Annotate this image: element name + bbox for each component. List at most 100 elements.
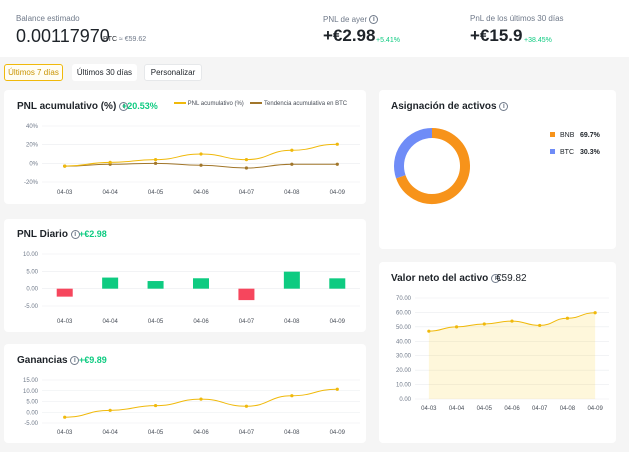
tab-30-days[interactable]: Últimos 30 días	[72, 64, 137, 81]
net-value-series-point	[593, 311, 597, 315]
pnl-cumulative-title-row: PNL acumulativo (%) i	[17, 101, 129, 112]
net-value-value: €59.82	[496, 273, 527, 284]
net-value-title-row: Valor neto del activo i	[391, 273, 501, 284]
net-value-series-point	[538, 323, 542, 328]
net-value-series-point	[565, 316, 570, 320]
info-icon[interactable]: i	[70, 355, 80, 365]
x-tick-label: 04-08	[284, 190, 300, 196]
y-tick-label: 5.00	[26, 269, 38, 275]
legend-label-pnl[interactable]: PNL acumulativo (%)	[187, 101, 244, 107]
info-icon[interactable]: i	[70, 229, 80, 239]
x-tick-label: 04-07	[532, 406, 548, 412]
y-tick-label: 10.00	[23, 389, 39, 395]
pnl-series-point	[199, 152, 203, 156]
x-tick-label: 04-04	[102, 319, 118, 325]
allocation-donut-chart	[394, 128, 470, 204]
allocation-card: Asignación de activos i BNB 69.7% BTC 30…	[379, 90, 616, 249]
y-tick-label: -20%	[24, 180, 39, 186]
allocation-name: BTC	[560, 149, 574, 156]
net-value-series-point	[454, 325, 459, 329]
x-tick-label: 04-07	[239, 319, 255, 325]
x-tick-label: 04-06	[193, 319, 209, 325]
y-tick-label: 10.00	[396, 383, 412, 389]
y-tick-label: -5.00	[24, 304, 38, 310]
allocation-name: BNB	[560, 132, 575, 139]
legend-swatch-bnb	[550, 132, 555, 137]
pnl-30-value: +€15.9	[470, 26, 523, 45]
y-tick-label: 40.00	[396, 339, 412, 345]
gains-card: Ganancias i +€9.89 15.00 10.00 5.00 0.00 -5.…	[4, 344, 366, 443]
pnl-daily-title: PNL Diario	[17, 229, 68, 240]
pnl-cumulative-card: PNL acumulativo (%) i +20.53% PNL acumul…	[4, 90, 366, 204]
trend-series-point	[199, 163, 203, 167]
pnl-series-point	[153, 158, 158, 162]
x-tick-label: 04-03	[421, 406, 437, 412]
y-tick-label: 10.00	[23, 252, 39, 258]
daily-pnl-bar	[102, 277, 119, 289]
gains-series-point	[63, 415, 67, 419]
x-tick-label: 04-07	[239, 430, 255, 436]
gains-value: +€9.89	[79, 355, 107, 365]
pnl-series-point	[63, 164, 67, 168]
gains-title-row: Ganancias i	[17, 355, 80, 366]
net-value-series-point	[482, 322, 486, 326]
pnl-yesterday-label: PNL de ayer	[323, 15, 368, 24]
allocation-title-row: Asignación de activos i	[391, 101, 509, 112]
x-tick-label: 04-04	[102, 430, 118, 436]
pnl-yesterday-value: +€2.98	[323, 26, 376, 45]
pnl-cumulative-title: PNL acumulativo (%)	[17, 101, 117, 112]
y-tick-label: 50.00	[396, 325, 412, 331]
pnl-cumulative-legend: PNL acumulativo (%) Tendencia acumulativ…	[174, 101, 347, 107]
tab-7-days[interactable]: Últimos 7 días	[4, 64, 63, 81]
balance-label: Balance estimado	[16, 14, 80, 23]
info-icon[interactable]: i	[499, 101, 509, 111]
donut-slice-bnb	[396, 128, 470, 204]
balance-value: 0.00117970	[16, 26, 110, 46]
net-value-series-point	[510, 319, 514, 323]
gains-series-point	[153, 403, 158, 408]
tab-custom[interactable]: Personalizar	[144, 64, 202, 81]
pnl-cumulative-chart: 40% 20% 0% -20% 04-03 04-04 04-05 04-06 04-07 04-…	[24, 124, 360, 196]
x-tick-label: 04-06	[504, 406, 520, 412]
pnl-yesterday-label-row: PNL de ayer i	[323, 15, 379, 25]
gains-series-point	[335, 387, 339, 391]
allocation-legend-item[interactable]: BNB 69.7%	[550, 127, 600, 144]
pnl-series-point	[290, 148, 294, 152]
y-tick-label: -5.00	[24, 421, 38, 427]
daily-pnl-bar	[329, 278, 346, 289]
y-tick-label: 5.00	[26, 400, 38, 406]
info-icon[interactable]: i	[119, 101, 129, 111]
x-tick-label: 04-06	[193, 190, 209, 196]
daily-pnl-bar	[193, 278, 209, 289]
pnl-series-point	[108, 160, 112, 164]
allocation-pct: 30.3%	[580, 149, 600, 156]
legend-label-trend[interactable]: Tendencia acumulativa en BTC	[264, 101, 348, 107]
y-tick-label: 0.00	[26, 410, 38, 416]
balance-approx: ≈ €59.62	[118, 36, 147, 43]
legend-swatch-btc	[550, 149, 555, 154]
legend-swatch-trend	[250, 102, 263, 105]
info-icon[interactable]: i	[369, 15, 379, 25]
pnl-series-point	[244, 158, 249, 162]
x-tick-label: 04-05	[477, 406, 493, 412]
balance-unit: BTC	[103, 36, 117, 43]
daily-pnl-bar	[238, 288, 255, 301]
info-icon[interactable]: i	[491, 273, 501, 283]
pnl-daily-card: PNL Diario i +€2.98 10.00 5.00 0.00 -5.00 04…	[4, 219, 366, 332]
allocation-title: Asignación de activos	[391, 101, 497, 112]
trend-series-point	[290, 162, 294, 166]
gains-title: Ganancias	[17, 355, 68, 366]
x-tick-label: 04-04	[449, 406, 465, 412]
y-tick-label: 0%	[29, 161, 38, 167]
pnl-daily-title-row: PNL Diario i	[17, 229, 80, 240]
y-tick-label: 70.00	[396, 296, 412, 302]
daily-pnl-bar	[147, 281, 164, 289]
pnl-cumulative-value: +20.53%	[122, 101, 158, 111]
allocation-legend-item[interactable]: BTC 30.3%	[550, 144, 600, 161]
allocation-legend: BNB 69.7% BTC 30.3%	[550, 127, 600, 161]
net-value-chart: 70.00 60.00 50.00 40.00 30.00 20.00 10.00 0.00 0…	[396, 296, 609, 412]
legend-swatch-pnl	[174, 102, 186, 105]
x-tick-label: 04-09	[330, 190, 346, 196]
y-tick-label: 20%	[26, 143, 39, 149]
x-tick-label: 04-08	[560, 406, 576, 412]
